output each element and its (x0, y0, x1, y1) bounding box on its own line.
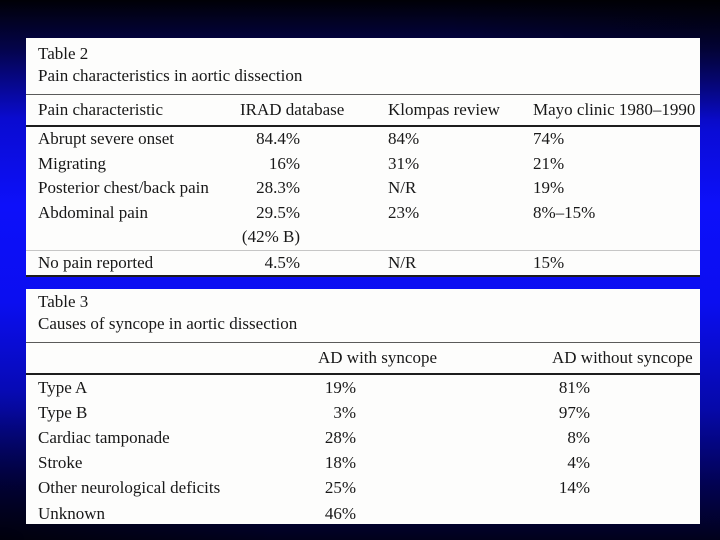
cell-with-syncope: 19% (324, 377, 356, 397)
cell-without-syncope: 97% (558, 402, 590, 422)
table3-caption: Causes of syncope in aortic dissection (38, 314, 298, 333)
table2-header-row: Pain characteristic IRAD database Klompa… (26, 95, 700, 125)
cell-klompas: 84% (388, 129, 420, 149)
cell-irad: 4.5% (264, 252, 300, 272)
cell-with-syncope: 46% (324, 503, 356, 523)
cell-irad: 16% (268, 153, 300, 173)
row-label: No pain reported (38, 252, 154, 272)
cell-klompas: 31% (388, 153, 420, 173)
cell-klompas: N/R (388, 252, 417, 272)
row-label: Abrupt severe onset (38, 129, 174, 149)
table3-header-rule (26, 373, 700, 375)
cell-without-syncope: 8% (567, 427, 590, 447)
table2-last-row: No pain reported 4.5% N/R 15% (26, 251, 700, 276)
cell-mayo: 19% (533, 178, 565, 198)
table2-col-mayo-clinic: Mayo clinic 1980–1990 (533, 100, 696, 119)
row-label: Other neurological deficits (38, 478, 221, 498)
table2-col-klompas-review: Klompas review (388, 100, 500, 119)
row-label: Abdominal pain (38, 202, 149, 222)
table2-body: Abrupt severe onset 84.4% 84% 74% Migrat… (26, 127, 700, 250)
table3-caption-rule (26, 342, 700, 343)
table2-caption-rule (26, 94, 700, 95)
table3-col-ad-with-syncope: AD with syncope (318, 348, 437, 367)
cell-with-syncope: 25% (324, 478, 356, 498)
table3-col-ad-without-syncope: AD without syncope (552, 348, 693, 367)
cell-irad: 84.4% (256, 129, 300, 149)
row-label: Cardiac tamponade (38, 427, 170, 447)
cell-without-syncope: 14% (558, 478, 590, 498)
cell-mayo: 21% (533, 153, 565, 173)
cell-klompas: 23% (388, 202, 420, 222)
table2-bottom-rule (26, 275, 700, 277)
cell-without-syncope: 81% (558, 377, 590, 397)
table3-header-row: AD with syncope AD without syncope (26, 343, 700, 373)
cell-mayo: 15% (533, 252, 565, 272)
cell-irad: 28.3% (256, 178, 300, 198)
cell-with-syncope: 18% (324, 453, 356, 473)
cell-irad: 29.5% (256, 202, 300, 222)
table3-panel: Table 3 Causes of syncope in aortic diss… (26, 289, 700, 524)
row-label: Posterior chest/back pain (38, 178, 209, 198)
table2-caption: Pain characteristics in aortic dissectio… (38, 66, 303, 85)
table3-title: Table 3 (38, 292, 89, 311)
row-label: Type A (38, 377, 88, 397)
table2-header-rule (26, 125, 700, 127)
row-label: Migrating (38, 153, 106, 173)
row-label: Type B (38, 402, 88, 422)
table2-last-row-rule (26, 249, 700, 251)
cell-with-syncope: 28% (324, 427, 356, 447)
row-label: Unknown (38, 503, 106, 523)
cell-irad: (42% B) (241, 227, 300, 247)
table3-body: Type A 19% 81% Type B 3% 97% Cardiac tam… (26, 375, 700, 526)
row-label: Stroke (38, 453, 83, 473)
table2-panel: Table 2 Pain characteristics in aortic d… (26, 38, 700, 277)
cell-mayo: 74% (533, 129, 565, 149)
table2-title: Table 2 (38, 44, 89, 63)
cell-with-syncope: 3% (333, 402, 356, 422)
cell-mayo: 8%–15% (533, 202, 596, 222)
table2-col-pain-characteristic: Pain characteristic (38, 100, 164, 119)
cell-without-syncope: 4% (567, 453, 590, 473)
table2-col-irad-database: IRAD database (240, 100, 345, 119)
cell-klompas: N/R (388, 178, 417, 198)
